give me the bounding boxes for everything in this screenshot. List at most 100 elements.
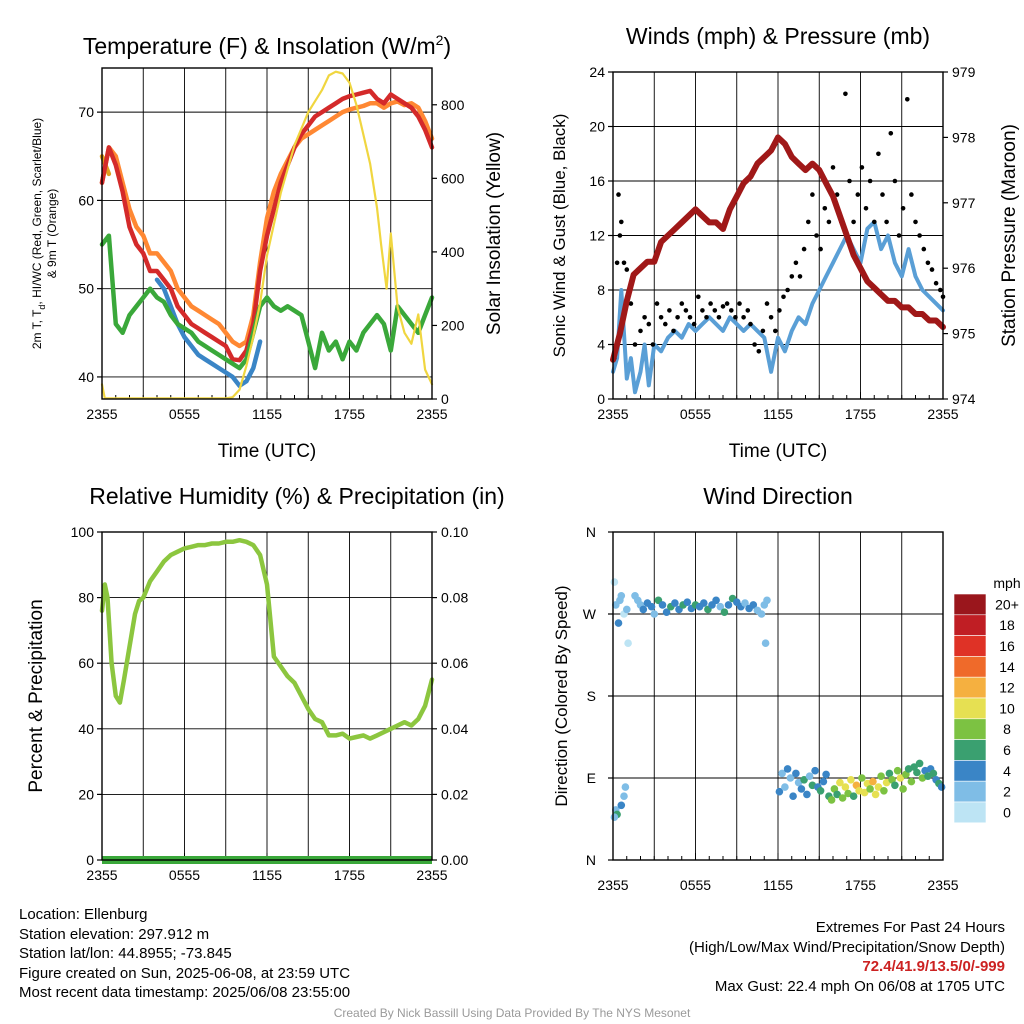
gust-point bbox=[768, 315, 774, 320]
extremes-legend: (High/Low/Max Wind/Precipitation/Snow De… bbox=[689, 938, 1005, 956]
direction-point bbox=[811, 766, 819, 775]
x-tick-label: 1755 bbox=[845, 877, 876, 893]
direction-point bbox=[797, 785, 806, 793]
colorbar-swatch bbox=[953, 739, 987, 761]
direction-point bbox=[789, 792, 797, 800]
direction-point bbox=[899, 785, 907, 793]
colorbar-swatch bbox=[953, 635, 987, 657]
direction-point bbox=[803, 790, 811, 799]
gust-point bbox=[863, 206, 869, 211]
gust-point bbox=[675, 315, 680, 320]
y-axis-label: Percent & Precipitation bbox=[26, 599, 47, 792]
gust-point bbox=[756, 349, 762, 354]
y-tick-label: 100 bbox=[71, 524, 95, 540]
gust-point bbox=[855, 192, 861, 197]
direction-point bbox=[700, 599, 708, 607]
gust-point bbox=[737, 301, 742, 306]
gust-point bbox=[654, 301, 660, 306]
y-right-tick-label: 0.08 bbox=[441, 590, 468, 606]
series-line bbox=[99, 233, 435, 371]
direction-point bbox=[624, 639, 632, 647]
gust-point bbox=[614, 260, 620, 266]
extremes-info: Extremes For Past 24 Hours (High/Low/Max… bbox=[689, 918, 1005, 996]
gust-point bbox=[760, 328, 766, 334]
chart-title: Relative Humidity (%) & Precipitation (i… bbox=[89, 483, 504, 509]
gust-point bbox=[624, 267, 630, 272]
direction-point bbox=[792, 769, 800, 778]
direction-point bbox=[617, 592, 626, 600]
direction-point bbox=[841, 783, 850, 791]
direction-point bbox=[783, 765, 792, 773]
y-tick-label: 4 bbox=[597, 337, 605, 353]
colorbar-label: 12 bbox=[999, 680, 1015, 696]
y-tick-label: 0 bbox=[86, 852, 94, 868]
gust-point bbox=[764, 301, 770, 306]
colorbar-label: 0 bbox=[1003, 804, 1011, 820]
credit-text: Created By Nick Bassill Using Data Provi… bbox=[333, 1006, 691, 1020]
gust-point bbox=[933, 280, 939, 286]
y-tick-label: 0 bbox=[597, 391, 605, 407]
created-text: Figure created on Sun, 2025-06-08, at 23… bbox=[19, 964, 351, 982]
plot-frame bbox=[612, 71, 944, 400]
y-right-tick-label: 0.06 bbox=[441, 655, 468, 671]
direction-point bbox=[880, 787, 888, 795]
direction-point bbox=[913, 768, 921, 777]
gust-point bbox=[712, 308, 718, 313]
y-tick-label: 8 bbox=[597, 282, 605, 298]
gust-point bbox=[628, 301, 634, 306]
x-tick-label: 0555 bbox=[169, 867, 200, 883]
plot-frame bbox=[101, 67, 433, 400]
y-right-tick-label: 200 bbox=[441, 317, 465, 333]
series-line bbox=[611, 219, 945, 395]
y-right-tick-label: 600 bbox=[441, 170, 465, 186]
series-line bbox=[610, 134, 946, 363]
colorbar-title: mph bbox=[993, 575, 1020, 591]
x-tick-label: 2355 bbox=[86, 867, 117, 883]
y-axis-label: 2m T, Td, HI/WC (Red, Green, Scarlet/Blu… bbox=[30, 118, 47, 349]
y-right-tick-label: 800 bbox=[441, 97, 465, 113]
colorbar-label: 2 bbox=[1003, 784, 1011, 800]
y-right-tick-label: 0.10 bbox=[441, 524, 468, 540]
gust-point bbox=[748, 321, 753, 327]
chart-title: Wind Direction bbox=[703, 483, 853, 509]
gust-point bbox=[638, 328, 643, 334]
gust-point bbox=[843, 91, 848, 97]
colorbar-label: 10 bbox=[999, 700, 1015, 716]
gust-point bbox=[777, 308, 782, 313]
gust-point bbox=[683, 308, 689, 313]
gust-point bbox=[642, 315, 647, 320]
y-tick-label: N bbox=[586, 524, 596, 540]
direction-point bbox=[650, 610, 659, 618]
y-tick-label: 40 bbox=[78, 369, 94, 385]
direction-point bbox=[763, 596, 771, 605]
plot-frame bbox=[612, 531, 944, 861]
direction-point bbox=[874, 783, 883, 791]
y-tick-label: N bbox=[586, 852, 596, 868]
x-tick-label: 0555 bbox=[680, 406, 711, 422]
gust-point bbox=[671, 328, 676, 334]
direction-point bbox=[822, 770, 830, 779]
y-tick-label: 24 bbox=[589, 64, 605, 80]
gust-point bbox=[859, 165, 865, 170]
y-right-tick-label: 0.02 bbox=[441, 786, 468, 802]
direction-point bbox=[869, 777, 877, 786]
y-right-tick-label: 976 bbox=[952, 260, 976, 276]
x-tick-label: 0555 bbox=[169, 406, 200, 422]
gust-point bbox=[876, 151, 881, 157]
y-axis-label: Direction (Colored By Speed) bbox=[552, 585, 571, 806]
gust-point bbox=[905, 97, 910, 102]
direction-point bbox=[757, 610, 766, 618]
y-right-tick-label: 0.00 bbox=[441, 852, 468, 868]
y-tick-label: 20 bbox=[78, 786, 94, 802]
direction-point bbox=[786, 774, 795, 782]
colorbar-label: 20+ bbox=[995, 596, 1019, 612]
direction-point bbox=[937, 783, 946, 791]
latlon-text: Station lat/lon: 44.8955; -73.845 bbox=[19, 945, 232, 962]
gust-point bbox=[752, 342, 757, 347]
direction-point bbox=[712, 596, 720, 605]
y-tick-label: 80 bbox=[78, 590, 94, 606]
gust-point bbox=[621, 260, 627, 266]
direction-point bbox=[716, 602, 725, 611]
x-tick-label: 2355 bbox=[86, 406, 117, 422]
direction-point bbox=[610, 813, 619, 821]
